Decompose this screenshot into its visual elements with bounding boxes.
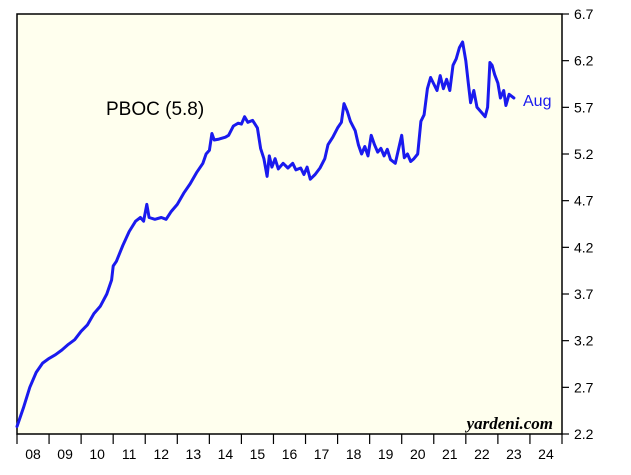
plot-area — [16, 13, 563, 435]
y-tick-label: 3.7 — [574, 286, 594, 302]
x-tick-label: 16 — [282, 446, 298, 462]
x-tick-label: 08 — [25, 446, 41, 462]
x-tick-label: 19 — [378, 446, 394, 462]
x-tick-label: 17 — [314, 446, 330, 462]
series-annotation: PBOC (5.8) — [106, 99, 204, 120]
x-tick-label: 23 — [506, 446, 522, 462]
x-tick-label: 10 — [89, 446, 105, 462]
x-tick-label: 18 — [346, 446, 362, 462]
x-tick-label: 09 — [57, 446, 73, 462]
x-tick-label: 15 — [250, 446, 266, 462]
source-label: yardeni.com — [465, 414, 553, 433]
x-tick-label: 24 — [538, 446, 554, 462]
x-tick-label: 21 — [442, 446, 458, 462]
y-tick-label: 2.7 — [574, 379, 594, 395]
y-tick-label: 6.7 — [574, 6, 594, 22]
x-tick-label: 22 — [474, 446, 490, 462]
y-tick-label: 4.7 — [574, 193, 594, 209]
x-axis: 08 09 10 11 12 13 14 15 16 17 18 19 20 21 22 23 24 — [16, 434, 563, 462]
y-axis: 6.7 6.2 5.7 5.2 4.7 4.2 3.7 3.2 2.7 2.2 — [562, 6, 594, 442]
x-tick-label: 12 — [153, 446, 169, 462]
end-label: Aug — [523, 93, 551, 110]
y-tick-label: 5.7 — [574, 99, 594, 115]
x-tick-label: 14 — [218, 446, 234, 462]
y-tick-label: 3.2 — [574, 333, 594, 349]
series-line — [15, 40, 516, 428]
x-tick-label: 20 — [410, 446, 426, 462]
y-tick-label: 6.2 — [574, 53, 594, 69]
x-tick-label: 13 — [186, 446, 202, 462]
x-tick-label: 11 — [122, 446, 137, 462]
y-tick-label: 2.2 — [574, 426, 594, 442]
y-tick-label: 5.2 — [574, 146, 594, 162]
y-tick-label: 4.2 — [574, 239, 594, 255]
